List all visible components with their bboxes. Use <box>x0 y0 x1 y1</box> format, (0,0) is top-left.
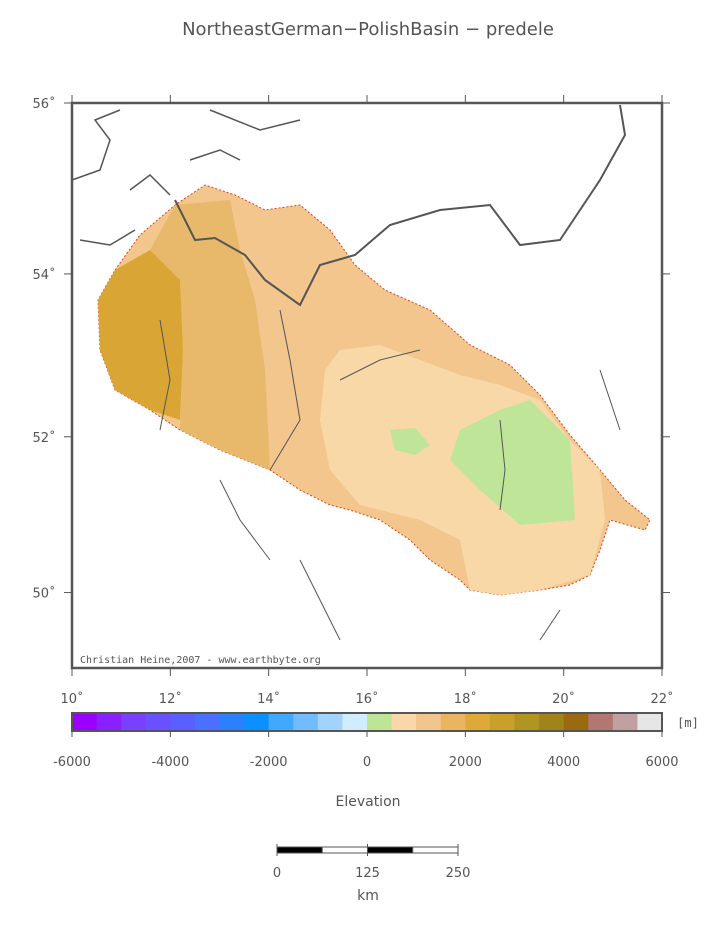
colorbar-tick-label: 4000 <box>547 755 580 770</box>
colorbar-segment <box>342 713 368 731</box>
lowland-area <box>390 428 430 455</box>
colorbar-tick-label: 0 <box>363 755 371 770</box>
colorbar-segment <box>72 713 98 731</box>
map-area: Christian Heine,2007 - www.earthbyte.org <box>70 101 664 670</box>
colorbar-segment <box>391 713 417 731</box>
colorbar-segment <box>367 713 393 731</box>
scale-segment <box>321 846 368 854</box>
scale-tick-label: 0 <box>273 866 281 881</box>
scale-unit: km <box>357 888 379 904</box>
colorbar-segment <box>465 713 491 731</box>
colorbar-segment <box>563 713 589 731</box>
colorbar-segment <box>440 713 466 731</box>
colorbar-segment <box>244 713 270 731</box>
coastline <box>71 109 301 246</box>
colorbar-segment <box>145 713 171 731</box>
coastline <box>174 104 627 307</box>
y-tick-label: 50˚ <box>32 586 55 602</box>
colorbar-label: Elevation <box>335 794 400 810</box>
credit: Christian Heine,2007 - www.earthbyte.org <box>80 655 321 666</box>
x-tick-label: 22˚ <box>650 691 673 707</box>
colorbar-segment <box>194 713 220 731</box>
colorbar: -6000 -4000 -2000 0 2000 4000 6000 <box>53 712 679 770</box>
river <box>159 309 621 641</box>
x-tick-label: 20˚ <box>552 691 575 707</box>
colorbar-unit: [m] <box>677 716 699 730</box>
colorbar-segment <box>539 713 565 731</box>
colorbar-segment <box>317 713 343 731</box>
y-tick-label: 52˚ <box>32 430 55 446</box>
x-tick-label: 12˚ <box>159 691 182 707</box>
colorbar-segment <box>121 713 147 731</box>
basin-west-band <box>98 250 183 420</box>
scale-segment <box>367 846 414 854</box>
colorbar-tick-label: -2000 <box>250 755 288 770</box>
colorbar-segment <box>514 713 540 731</box>
colorbar-segment <box>588 713 614 731</box>
colorbar-tick-label: -4000 <box>151 755 189 770</box>
y-tick-label: 56˚ <box>32 96 55 112</box>
colorbar-segment <box>612 713 638 731</box>
scale-segment <box>276 846 323 854</box>
colorbar-segment <box>293 713 319 731</box>
colorbar-tick-label: 6000 <box>645 755 678 770</box>
colorbar-tick-label: 2000 <box>449 755 482 770</box>
scale-bar: 0 125 250 <box>273 844 471 881</box>
title: NortheastGerman−PolishBasin − predele <box>182 19 554 40</box>
scale-segment <box>412 846 459 854</box>
colorbar-tick-label: -6000 <box>53 755 91 770</box>
scale-tick-label: 125 <box>355 866 380 881</box>
x-tick-label: 16˚ <box>355 691 378 707</box>
x-tick-label: 18˚ <box>454 691 477 707</box>
x-tick-label: 10˚ <box>60 691 83 707</box>
colorbar-segment <box>268 713 294 731</box>
colorbar-segment <box>637 713 663 731</box>
colorbar-segment <box>489 713 515 731</box>
colorbar-segment <box>416 713 442 731</box>
colorbar-segment <box>96 713 122 731</box>
colorbar-segment <box>170 713 196 731</box>
scale-tick-label: 250 <box>446 866 471 881</box>
lowland-area <box>450 400 575 525</box>
colorbar-segment <box>219 713 245 731</box>
basin-middle-band <box>150 200 270 470</box>
y-tick-label: 54˚ <box>32 267 55 283</box>
x-tick-label: 14˚ <box>257 691 280 707</box>
